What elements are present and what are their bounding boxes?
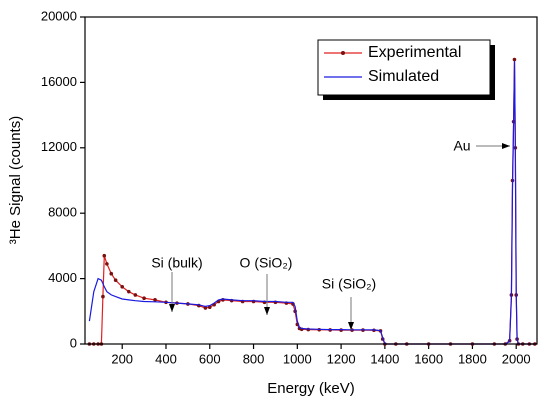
arrow-head: [169, 304, 175, 312]
legend-label: Experimental: [368, 44, 461, 61]
annotation: O (SiO₂): [240, 255, 293, 271]
arrow-head: [502, 143, 510, 149]
data-point: [153, 298, 157, 302]
x-tick-label: 800: [243, 351, 265, 366]
annotation: Au: [453, 138, 470, 154]
data-point: [105, 262, 109, 266]
y-tick-label: 20000: [41, 8, 77, 23]
data-point: [203, 306, 208, 310]
series-line: [88, 61, 535, 345]
data-point: [126, 289, 131, 294]
data-point: [120, 284, 125, 289]
data-point: [102, 253, 107, 258]
plot-frame: [84, 16, 538, 345]
legend-label: Simulated: [368, 68, 439, 85]
y-axis-title: ³He Signal (counts): [7, 116, 24, 244]
arrow-head: [264, 307, 270, 315]
data-point: [512, 57, 517, 62]
x-axis-title: Energy (keV): [267, 380, 355, 397]
y-tick-label: 12000: [41, 139, 77, 154]
data-point: [133, 293, 138, 297]
data-point: [142, 296, 146, 301]
arrow-head: [348, 322, 354, 330]
data-point: [113, 278, 118, 283]
x-tick-label: 600: [199, 351, 221, 366]
x-tick-label: 1200: [327, 351, 356, 366]
x-tick-label: 1400: [370, 351, 399, 366]
data-point: [109, 271, 114, 276]
x-tick-label: 2000: [502, 351, 531, 366]
x-tick-label: 1600: [414, 351, 443, 366]
legend-marker: [341, 51, 345, 55]
x-tick-label: 200: [111, 351, 133, 366]
annotation: Si (SiO₂): [322, 276, 376, 292]
x-tick-label: 400: [155, 351, 177, 366]
x-tick-label: 1000: [283, 351, 312, 366]
y-tick-label: 0: [70, 335, 77, 350]
y-tick-label: 16000: [41, 74, 77, 89]
y-tick-label: 8000: [48, 205, 77, 220]
y-tick-label: 4000: [48, 270, 77, 285]
legend-box: [317, 39, 491, 96]
data-point: [101, 294, 105, 299]
x-tick-label: 1800: [458, 351, 487, 366]
annotation: Si (bulk): [151, 255, 202, 271]
